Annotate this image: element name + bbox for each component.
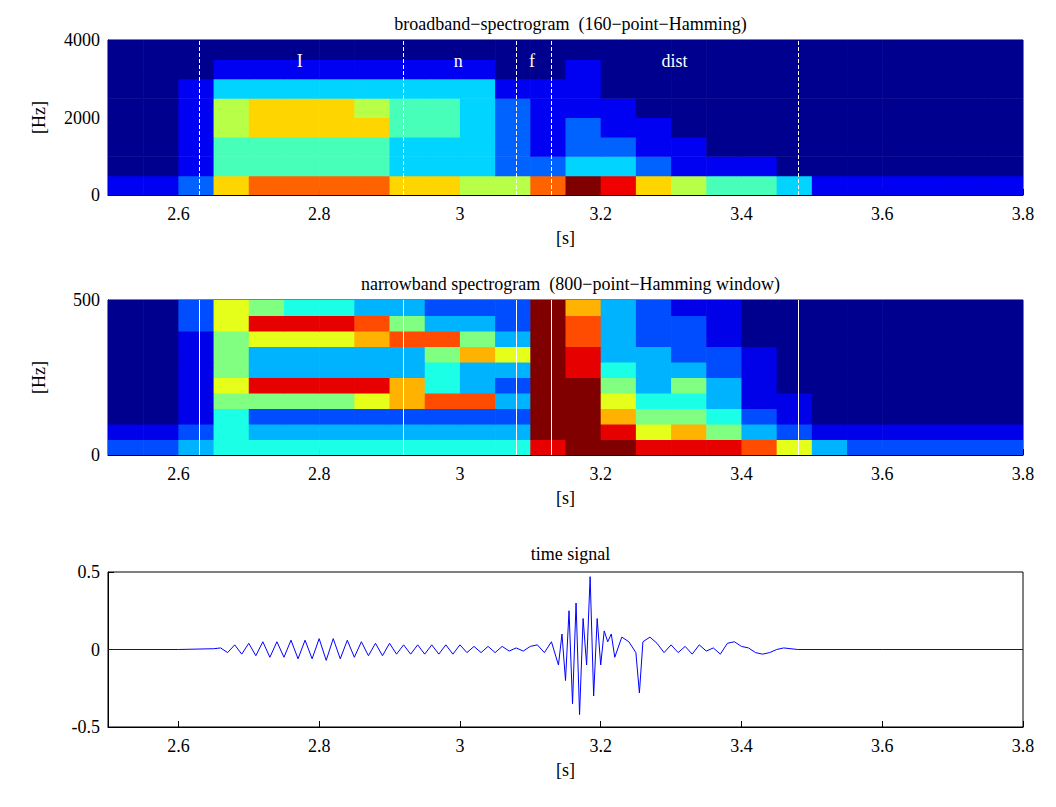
svg-text:narrowband spectrogram (800−p: narrowband spectrogram (800−point−Hammin… [361, 274, 780, 295]
svg-text:3.8: 3.8 [1012, 204, 1035, 224]
svg-text:3.4: 3.4 [730, 736, 753, 756]
svg-text:3.8: 3.8 [1012, 736, 1035, 756]
svg-text:n: n [454, 51, 463, 71]
svg-text:2.8: 2.8 [308, 736, 331, 756]
svg-text:3.4: 3.4 [730, 204, 753, 224]
svg-text:[Hz]: [Hz] [29, 361, 49, 394]
svg-text:3.8: 3.8 [1012, 464, 1035, 484]
svg-text:2.6: 2.6 [167, 204, 190, 224]
svg-text:broadband−spectrogram (160−po: broadband−spectrogram (160−point−Hamming… [394, 14, 746, 35]
svg-text:500: 500 [73, 290, 100, 310]
svg-text:4000: 4000 [64, 30, 100, 50]
svg-text:3.2: 3.2 [589, 464, 612, 484]
svg-text:3.2: 3.2 [589, 204, 612, 224]
svg-text:3.4: 3.4 [730, 464, 753, 484]
svg-text:I: I [297, 51, 303, 71]
svg-text:0: 0 [91, 445, 100, 465]
svg-text:dist: dist [662, 51, 688, 71]
svg-text:3.2: 3.2 [589, 736, 612, 756]
svg-text:3.6: 3.6 [871, 736, 894, 756]
svg-text:0: 0 [91, 640, 100, 660]
svg-text:3.6: 3.6 [871, 204, 894, 224]
svg-text:[s]: [s] [556, 488, 575, 508]
svg-text:0.5: 0.5 [78, 562, 101, 582]
svg-text:3: 3 [455, 736, 464, 756]
svg-text:2.6: 2.6 [167, 464, 190, 484]
svg-text:[s]: [s] [556, 760, 575, 780]
svg-text:3: 3 [455, 204, 464, 224]
svg-text:0: 0 [91, 185, 100, 205]
svg-text:3.6: 3.6 [871, 464, 894, 484]
svg-text:2.8: 2.8 [308, 204, 331, 224]
svg-text:time signal: time signal [531, 544, 611, 564]
svg-text:2.6: 2.6 [167, 736, 190, 756]
svg-text:[Hz]: [Hz] [29, 101, 49, 134]
svg-text:f: f [529, 51, 535, 71]
svg-text:2.8: 2.8 [308, 464, 331, 484]
svg-text:[s]: [s] [556, 228, 575, 248]
svg-text:3: 3 [455, 464, 464, 484]
svg-text:2000: 2000 [64, 108, 100, 128]
svg-text:-0.5: -0.5 [72, 717, 101, 737]
